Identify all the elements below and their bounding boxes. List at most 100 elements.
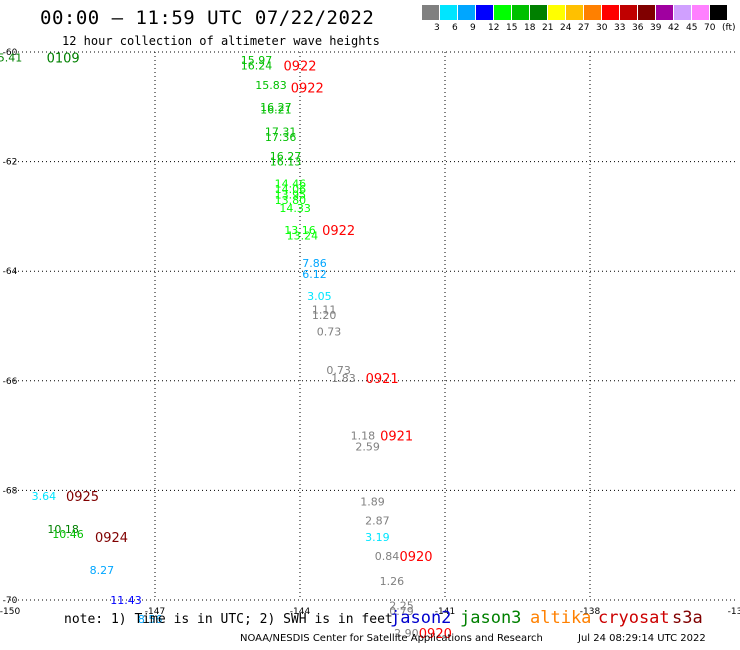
legend-label: 27 <box>578 23 590 33</box>
legend-label: 24 <box>560 23 572 33</box>
legend-label: 39 <box>650 23 662 33</box>
wave-height-label: 1.20 <box>312 309 337 322</box>
legend-swatch <box>638 5 655 20</box>
wave-height-label: 17.31 <box>265 125 297 138</box>
wave-height-label: 8.27 <box>90 564 115 577</box>
legend-label: 30 <box>596 23 608 33</box>
legend-swatch <box>530 5 547 20</box>
legend-swatch <box>440 5 457 20</box>
x-tick-label: -138 <box>580 607 601 617</box>
wave-height-label: 11.43 <box>110 594 142 607</box>
time-label: 0920 <box>399 550 432 565</box>
legend-label: 18 <box>524 23 536 33</box>
satellite-jason3: jason3 <box>460 608 522 628</box>
time-label: 0925 <box>66 490 99 505</box>
time-label: 0922 <box>322 224 355 239</box>
legend-label: 45 <box>686 23 698 33</box>
y-tick-label: -70 <box>3 596 18 606</box>
wave-height-label: 13.80 <box>275 194 307 207</box>
wave-height-label: 14.46 <box>275 178 307 191</box>
legend-label: (ft) <box>722 23 736 33</box>
wave-height-label: 16.13 <box>270 156 302 169</box>
time-label: 0924 <box>95 531 128 546</box>
legend-label: 33 <box>614 23 626 33</box>
wave-height-label: 15.97 <box>241 54 273 67</box>
legend-label: 15 <box>506 23 518 33</box>
wave-height-label: 1.89 <box>360 495 385 508</box>
legend-swatch <box>512 5 529 20</box>
legend-swatch <box>674 5 691 20</box>
wave-height-label: 1.83 <box>331 372 356 385</box>
x-tick-label: -147 <box>145 607 165 617</box>
legend-swatch <box>602 5 619 20</box>
wave-height-label: 15.83 <box>255 79 287 92</box>
time-label: 0109 <box>47 51 80 66</box>
wave-height-label: 13.24 <box>287 230 319 243</box>
wave-height-label: 1.11 <box>312 304 337 317</box>
time-label: 0920 <box>419 627 452 642</box>
wave-height-label: 3.19 <box>365 531 390 544</box>
satellite-s3a: s3a <box>672 608 703 628</box>
wave-height-label: 14.33 <box>279 202 311 215</box>
time-label: 0921 <box>380 430 413 445</box>
wave-height-label: 6.12 <box>302 268 327 281</box>
wave-height-label: 14.06 <box>275 183 307 196</box>
wave-height-label: 16.27 <box>260 101 292 114</box>
x-tick-label: -144 <box>290 607 311 617</box>
wave-height-label: 2.25 <box>389 599 414 612</box>
wave-height-label: 13.16 <box>284 224 316 237</box>
wave-height-label: 16.21 <box>260 104 292 117</box>
legend-label: 42 <box>668 23 680 33</box>
legend-swatch <box>476 5 493 20</box>
legend-swatch <box>566 5 583 20</box>
wave-height-label: 5.41 <box>0 51 22 64</box>
wave-height-label: 10.46 <box>52 528 84 541</box>
wave-height-label: 2.59 <box>355 441 380 454</box>
time-label: 0922 <box>291 82 324 97</box>
wave-height-label: 10.18 <box>47 523 79 536</box>
chart-subtitle: 12 hour collection of altimeter wave hei… <box>62 34 380 48</box>
y-tick-label: -68 <box>3 486 18 496</box>
x-tick-label: -150 <box>0 607 20 617</box>
y-tick-label: -60 <box>3 48 18 58</box>
wave-height-label: 1.26 <box>380 575 405 588</box>
legend-swatch <box>620 5 637 20</box>
wave-height-label: 16.24 <box>241 60 273 73</box>
legend-swatch <box>548 5 565 20</box>
wave-height-label: 3.64 <box>32 490 57 503</box>
wave-height-label: 0.84 <box>375 550 400 563</box>
wave-height-label: 1.18 <box>351 430 376 443</box>
wave-height-label: 7.86 <box>302 257 327 270</box>
satellite-jason2: jason2 <box>390 608 452 628</box>
timestamp-text: Jul 24 08:29:14 UTC 2022 <box>578 633 706 644</box>
wave-height-label: 2.90 <box>394 627 419 640</box>
x-tick-label: -141 <box>435 607 455 617</box>
legend-label: 70 <box>704 23 716 33</box>
legend-label: 9 <box>470 23 476 33</box>
y-tick-label: -66 <box>3 377 18 387</box>
legend-swatch <box>422 5 439 20</box>
time-label: 0921 <box>366 372 399 387</box>
time-label: 0922 <box>283 60 316 75</box>
y-tick-label: -62 <box>3 158 18 168</box>
wave-height-label: 0.79 <box>389 605 414 618</box>
wave-height-label: 16.27 <box>270 150 302 163</box>
legend-label: 21 <box>542 23 554 33</box>
legend-swatch <box>458 5 475 20</box>
wave-height-label: 17.36 <box>265 131 297 144</box>
footer-note: note: 1) Time is in UTC; 2) SWH is in fe… <box>64 612 393 627</box>
satellite-cryosat: cryosat <box>598 608 670 628</box>
legend-swatch <box>710 5 727 20</box>
chart-title: 00:00 – 11:59 UTC 07/22/2022 <box>40 7 375 29</box>
wave-height-label: 2.87 <box>365 515 390 528</box>
legend-label: 6 <box>452 23 458 33</box>
legend-swatch <box>692 5 709 20</box>
y-tick-label: -64 <box>3 267 18 277</box>
x-tick-label: -13 <box>728 607 740 617</box>
legend-label: 12 <box>488 23 500 33</box>
credit-text: NOAA/NESDIS Center for Satellite Applica… <box>240 633 543 644</box>
legend-label: 36 <box>632 23 644 33</box>
wave-height-label: 8.56 <box>138 613 163 626</box>
legend-swatch <box>584 5 601 20</box>
satellite-altika: altika <box>530 608 592 628</box>
